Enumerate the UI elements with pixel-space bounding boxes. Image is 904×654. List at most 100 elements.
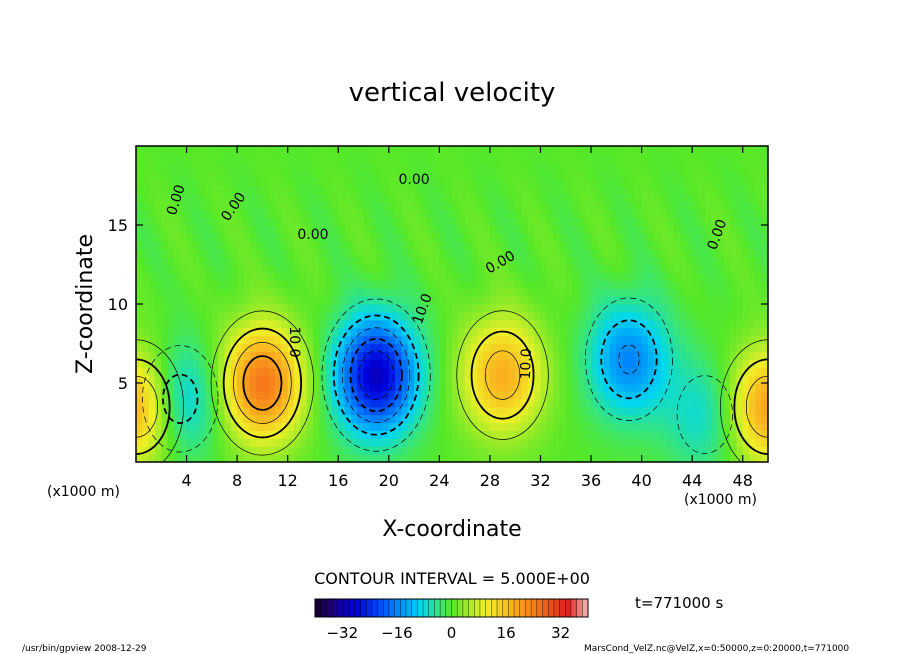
field-cell	[294, 335, 301, 345]
field-cell	[483, 430, 491, 439]
field-cell	[192, 288, 200, 297]
field-cell	[742, 225, 750, 234]
field-cell	[256, 288, 263, 297]
field-cell	[458, 304, 466, 313]
field-cell	[508, 422, 516, 431]
field-cell	[458, 280, 466, 289]
colorbar-swatch	[451, 599, 458, 617]
field-cell	[597, 296, 605, 305]
field-cell	[534, 304, 542, 313]
field-cell	[679, 209, 687, 218]
field-cell	[319, 232, 327, 242]
field-cell	[268, 296, 276, 305]
field-cell	[401, 335, 409, 345]
field-cell	[761, 383, 768, 392]
field-cell	[572, 304, 579, 313]
field-cell	[325, 335, 333, 345]
field-cell	[230, 217, 238, 226]
field-cell	[439, 406, 447, 416]
field-cell	[433, 351, 440, 360]
field-cell	[395, 406, 403, 416]
field-cell	[711, 177, 719, 187]
field-cell	[452, 209, 459, 218]
field-cell	[730, 185, 737, 194]
field-cell	[489, 351, 497, 360]
field-cell	[458, 177, 466, 187]
field-cell	[325, 375, 333, 384]
field-cell	[230, 422, 238, 431]
field-cell	[641, 280, 649, 289]
field-cell	[452, 383, 459, 392]
colorbar-swatch	[417, 599, 424, 617]
field-cell	[761, 201, 768, 210]
field-cell	[692, 390, 700, 400]
field-cell	[199, 288, 207, 297]
field-cell	[173, 193, 181, 202]
field-cell	[211, 232, 219, 242]
field-cell	[319, 296, 327, 305]
field-cell	[521, 398, 529, 408]
field-cell	[717, 335, 725, 345]
field-cell	[553, 311, 561, 321]
field-cell	[445, 296, 453, 305]
field-cell	[154, 153, 162, 163]
contour-line	[618, 344, 640, 375]
field-cell	[186, 367, 194, 376]
field-cell	[211, 240, 219, 250]
chart-title: vertical velocity	[349, 78, 556, 108]
field-cell	[584, 232, 592, 242]
field-cell	[205, 351, 213, 360]
field-cell	[243, 430, 251, 439]
field-cell	[192, 232, 200, 242]
field-cell	[470, 446, 478, 455]
field-cell	[673, 280, 681, 289]
field-cell	[338, 217, 346, 226]
field-cell	[534, 240, 542, 250]
field-cell	[673, 288, 681, 297]
field-cell	[730, 438, 737, 447]
field-cell	[445, 383, 453, 392]
contour-label: 0.00	[297, 227, 328, 243]
field-cell	[477, 264, 485, 273]
field-cell	[426, 225, 434, 234]
field-cell	[685, 359, 693, 368]
field-cell	[420, 375, 428, 384]
field-cell	[711, 225, 719, 234]
field-cell	[742, 422, 750, 431]
field-cell	[300, 430, 308, 439]
field-cell	[325, 185, 333, 194]
field-cell	[508, 296, 516, 305]
field-cell	[173, 248, 181, 258]
field-cell	[369, 359, 377, 368]
field-cell	[635, 280, 643, 289]
field-cell	[180, 359, 188, 368]
field-cell	[262, 288, 270, 297]
field-cell	[186, 217, 194, 226]
field-cell	[603, 209, 611, 218]
field-cell	[281, 256, 289, 266]
field-cell	[711, 319, 719, 329]
field-cell	[369, 177, 377, 187]
field-cell	[508, 327, 516, 337]
field-cell	[553, 225, 561, 234]
field-cell	[483, 169, 491, 179]
field-cell	[685, 193, 693, 202]
field-cell	[559, 288, 567, 297]
field-cell	[591, 296, 598, 305]
field-cell	[173, 454, 181, 462]
field-cell	[635, 430, 643, 439]
field-cell	[559, 185, 567, 194]
field-cell	[230, 446, 238, 455]
field-cell	[136, 153, 143, 163]
field-cell	[218, 351, 226, 360]
field-cell	[470, 225, 478, 234]
field-cell	[294, 177, 301, 187]
field-cell	[483, 319, 491, 329]
field-cell	[275, 367, 282, 376]
field-cell	[489, 367, 497, 376]
field-cell	[199, 327, 207, 337]
field-cell	[281, 248, 289, 258]
field-cell	[154, 146, 162, 155]
field-cell	[502, 161, 510, 171]
field-cell	[553, 169, 561, 179]
